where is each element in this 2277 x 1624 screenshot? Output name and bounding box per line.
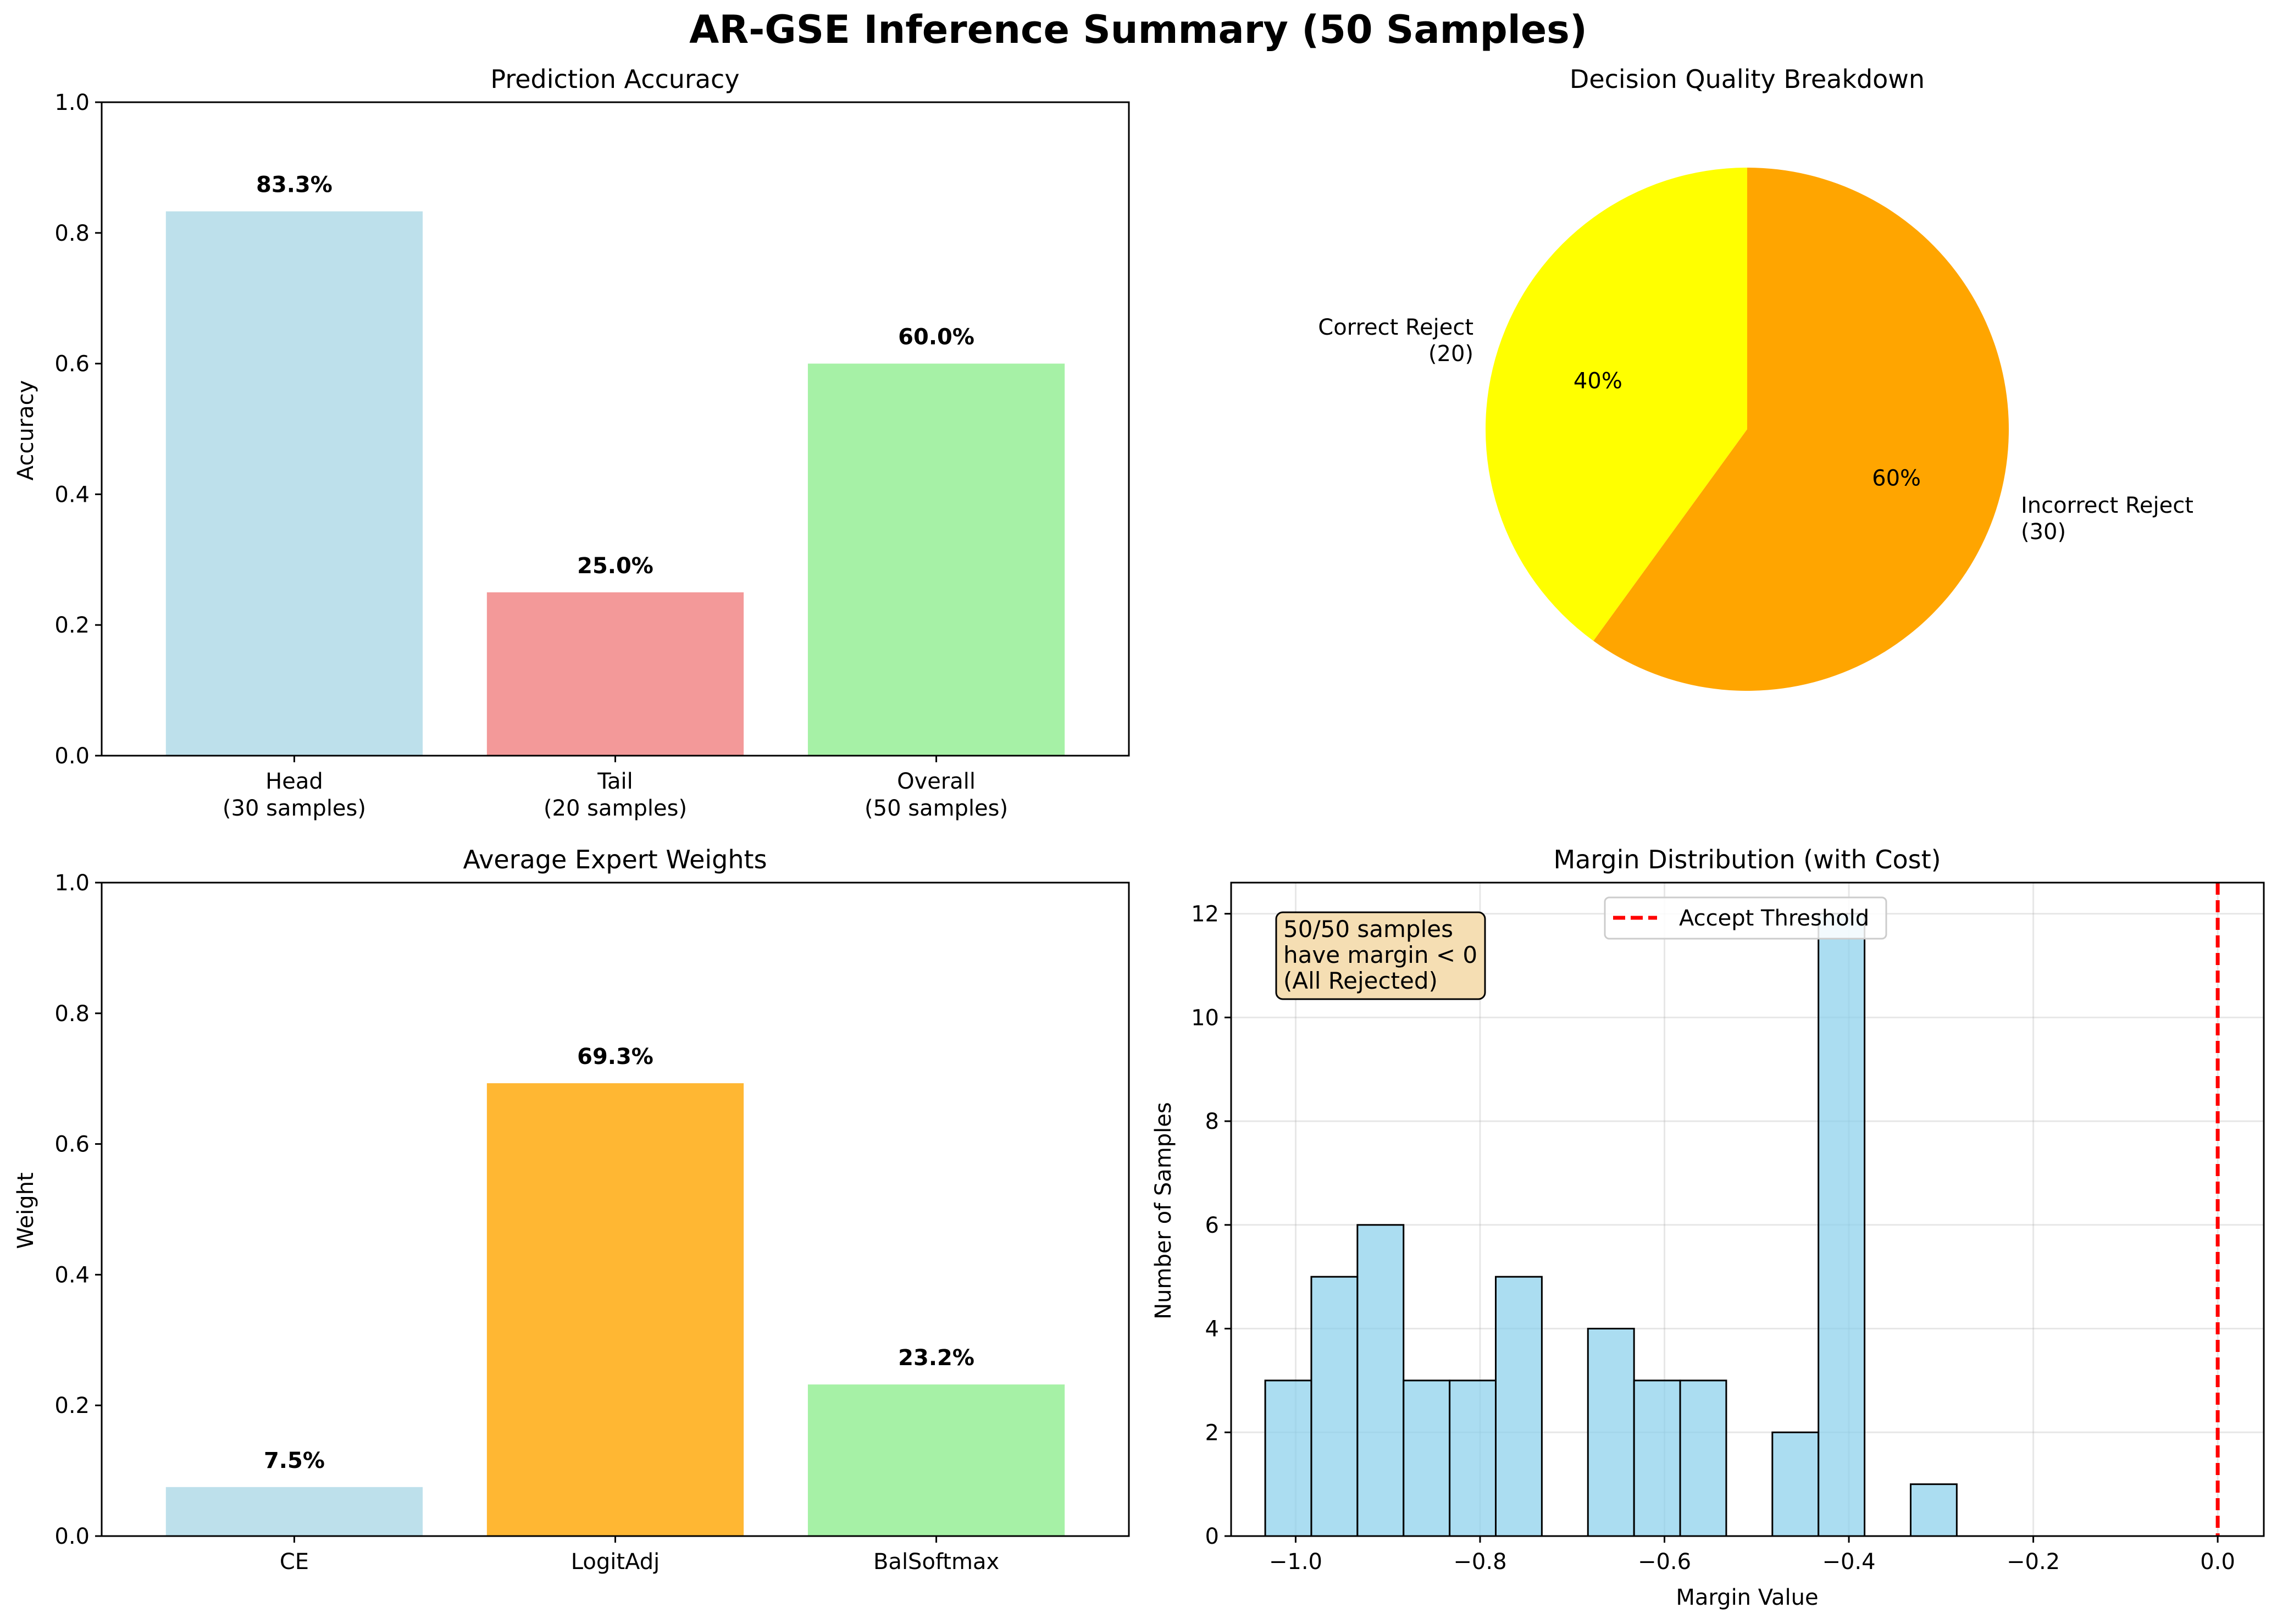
margin-ytick-label: 6 [1205, 1213, 1219, 1238]
accuracy-ytick-label: 0.8 [54, 221, 90, 246]
margin-ytick-label: 2 [1205, 1420, 1219, 1445]
margin-xtick-label: −0.6 [1638, 1549, 1691, 1575]
weights-ytick-label: 0.2 [54, 1393, 90, 1418]
weights-bar [807, 1384, 1065, 1536]
margin-axes-frame [1230, 882, 2265, 1537]
weights-ytick-label: 1.0 [54, 871, 90, 896]
weights-ytick-label: 0.4 [54, 1262, 90, 1288]
histogram-bar [1818, 913, 1866, 1537]
histogram-bar [1679, 1379, 1727, 1537]
accuracy-bar-value-label: 25.0% [577, 553, 653, 579]
margin-xtick-label: −0.2 [2007, 1549, 2060, 1575]
accuracy-ylabel: Accuracy [13, 380, 38, 481]
histogram-bar [1587, 1328, 1635, 1537]
accuracy-ytick-label: 0.2 [54, 613, 90, 638]
weights-axes-frame [101, 882, 1130, 1537]
decision-quality-panel: Decision Quality Breakdown 40% Correct Re… [1318, 64, 2193, 691]
legend-threshold-label: Accept Threshold [1679, 906, 1869, 931]
accuracy-axes-frame [101, 101, 1130, 757]
margin-ytick-label: 10 [1191, 1005, 1219, 1030]
accuracy-title: Prediction Accuracy [490, 64, 739, 94]
histogram-bar [1449, 1379, 1497, 1537]
weights-ytick-label: 0.8 [54, 1001, 90, 1027]
histogram-bar [1633, 1379, 1681, 1537]
margin-xtick-label: −0.4 [1822, 1549, 1875, 1575]
accuracy-xtick-label: Overall (50 samples) [865, 769, 1008, 821]
margin-ylabel: Number of Samples [1151, 1102, 1176, 1320]
annotation-box: 50/50 samples have margin < 0 (All Rejec… [1275, 911, 1486, 1000]
accuracy-bar [165, 211, 423, 756]
histogram-bar [1264, 1379, 1312, 1537]
margin-ytick-label: 12 [1191, 902, 1219, 927]
weights-bar [165, 1487, 423, 1536]
margin-ytick-label: 0 [1205, 1524, 1219, 1549]
margin-xtick-label: −1.0 [1269, 1549, 1322, 1575]
margin-xlabel: Margin Value [1676, 1585, 1818, 1610]
weights-ylabel: Weight [13, 1172, 38, 1249]
accuracy-xtick-label: Tail (20 samples) [544, 769, 687, 821]
annotation-line-1: 50/50 samples [1283, 916, 1453, 943]
accuracy-ytick-label: 0.0 [54, 744, 90, 769]
pie-slice [1593, 168, 2009, 691]
weights-bar-value-label: 69.3% [577, 1044, 653, 1069]
accuracy-bar-value-label: 60.0% [898, 325, 974, 350]
accuracy-bar [807, 363, 1065, 756]
margin-title: Margin Distribution (with Cost) [1553, 845, 1941, 874]
pie-slice-label: Incorrect Reject (30) [2021, 493, 2193, 545]
weights-xtick-label: LogitAdj [571, 1549, 660, 1575]
histogram-bar [1356, 1224, 1405, 1537]
accuracy-xtick-label: Head (30 samples) [223, 769, 366, 821]
legend: Accept Threshold [1604, 896, 1887, 940]
accuracy-bar-value-label: 83.3% [256, 173, 333, 198]
pie-percent-label: 60% [1872, 465, 1921, 491]
annotation-line-3: (All Rejected) [1283, 967, 1438, 994]
margin-xtick-label: 0.0 [2200, 1549, 2235, 1575]
margin-panel: Margin Distribution (with Cost) Number o… [1151, 845, 2265, 1610]
weights-ytick-label: 0.0 [54, 1524, 90, 1549]
annotation-line-2: have margin < 0 [1283, 941, 1477, 968]
pie-slice [1486, 168, 1747, 641]
accuracy-ytick-label: 0.4 [54, 482, 90, 507]
weights-bar [486, 1083, 744, 1536]
accuracy-bar [486, 592, 744, 756]
accuracy-ytick-label: 0.6 [54, 352, 90, 377]
legend-box [1604, 896, 1887, 940]
weights-bar-value-label: 23.2% [898, 1345, 974, 1371]
histogram-bar [1494, 1276, 1543, 1537]
accuracy-ytick-label: 1.0 [54, 90, 90, 115]
pie-slice-label: Correct Reject (20) [1318, 315, 1473, 367]
histogram-bar [1403, 1379, 1451, 1537]
margin-ytick-label: 4 [1205, 1317, 1219, 1342]
pie-title: Decision Quality Breakdown [1570, 64, 1925, 94]
histogram-bar [1310, 1276, 1359, 1537]
weights-xtick-label: CE [280, 1549, 309, 1575]
figure-title: AR-GSE Inference Summary (50 Samples) [689, 7, 1587, 52]
weights-title: Average Expert Weights [463, 845, 767, 874]
histogram-bar [1771, 1431, 1820, 1537]
histogram-bar [1909, 1483, 1958, 1537]
accuracy-panel: Prediction Accuracy Accuracy 83.3% 25.0% 6… [13, 64, 1130, 821]
weights-bar-value-label: 7.5% [264, 1448, 325, 1473]
weights-xtick-label: BalSoftmax [873, 1549, 999, 1575]
expert-weights-panel: Average Expert Weights Weight 7.5% 69.3% 2… [13, 845, 1130, 1575]
margin-ytick-label: 8 [1205, 1109, 1219, 1134]
annotation-box-frame [1275, 911, 1486, 1000]
weights-ytick-label: 0.6 [54, 1132, 90, 1157]
margin-xtick-label: −0.8 [1453, 1549, 1506, 1575]
pie-percent-label: 40% [1574, 369, 1622, 394]
